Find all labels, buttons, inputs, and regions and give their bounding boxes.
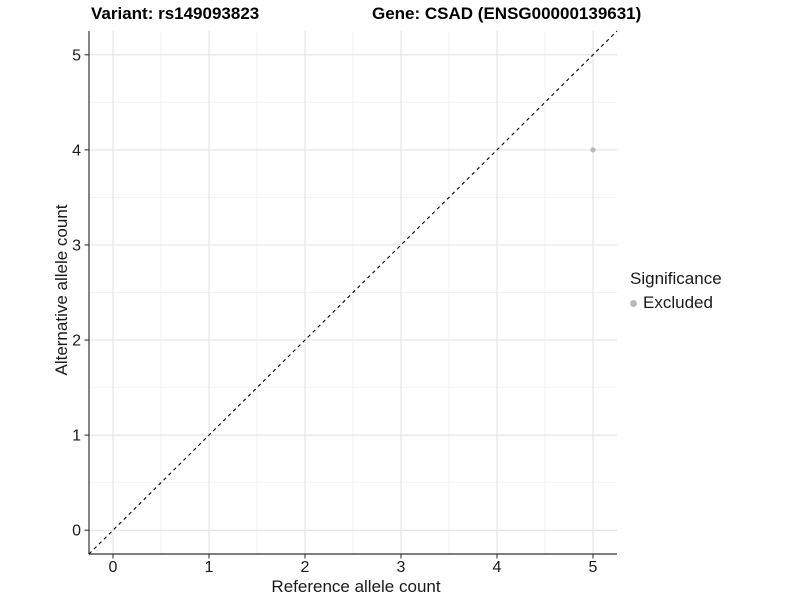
identity-dashed-line bbox=[88, 30, 618, 555]
legend-item-label: Excluded bbox=[643, 293, 713, 312]
x-axis-title: Reference allele count bbox=[271, 577, 441, 596]
y-tick-label: 2 bbox=[72, 333, 81, 350]
x-tick-label: 3 bbox=[397, 559, 406, 576]
x-tick-label: 2 bbox=[301, 559, 310, 576]
x-tick-label: 1 bbox=[205, 559, 214, 576]
y-tick-label: 5 bbox=[72, 47, 81, 64]
legend-item-excluded: Excluded bbox=[630, 293, 722, 313]
variant-title: Variant: rs149093823 bbox=[91, 4, 260, 23]
y-axis-title: Alternative allele count bbox=[52, 204, 71, 376]
excluded-dot-icon bbox=[630, 299, 637, 307]
x-tick-label: 5 bbox=[589, 559, 598, 576]
data-point bbox=[590, 147, 596, 153]
legend: Significance Excluded bbox=[630, 269, 722, 313]
x-tick-label: 0 bbox=[109, 559, 118, 576]
y-tick-label: 4 bbox=[72, 142, 81, 159]
y-tick-label: 1 bbox=[72, 428, 81, 445]
gene-title: Gene: CSAD (ENSG00000139631) bbox=[372, 4, 642, 23]
y-tick-label: 3 bbox=[72, 237, 81, 254]
x-tick-label: 4 bbox=[493, 559, 502, 576]
y-tick-label: 0 bbox=[72, 523, 81, 540]
legend-title: Significance bbox=[630, 269, 722, 288]
